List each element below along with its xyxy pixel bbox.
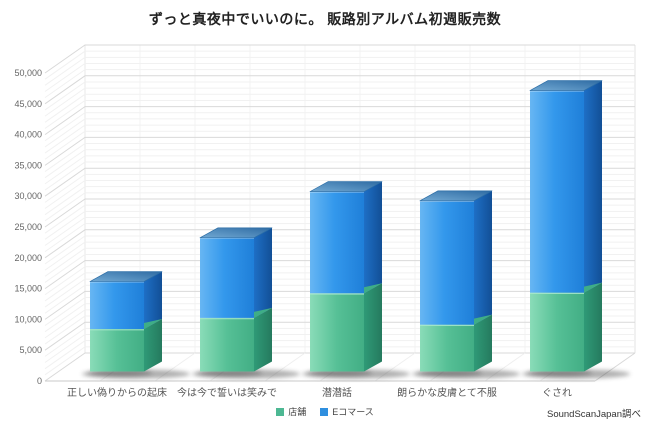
bar-segment-ecommerce-side (584, 80, 602, 293)
bar-segment-store (200, 317, 254, 372)
bar-segment-store (90, 328, 144, 372)
source-note: SoundScanJapan調べ (546, 409, 641, 420)
legend-swatch-store-icon (276, 407, 285, 416)
bar-segment-store-side (584, 282, 602, 372)
y-axis-labels: 0 5,000 10,000 15,000 20,000 25,000 30,000 35,0… (14, 68, 42, 386)
x-tick-label: 正しい偽りからの起床 (67, 386, 167, 399)
bar-segment-ecommerce-side (364, 181, 382, 294)
bar-boundary-sliver (254, 307, 272, 318)
bar-0 (82, 271, 190, 379)
bar-4 (522, 80, 630, 379)
y-tick-label: 10,000 (14, 314, 42, 324)
bar-boundary-sliver (144, 318, 162, 329)
bar-segment-ecommerce (530, 90, 584, 293)
bar-segment-ecommerce (90, 281, 144, 329)
bar-top-face (529, 80, 603, 91)
bar-segment-ecommerce-side (254, 227, 272, 318)
bar-segment-store (420, 324, 474, 372)
bar-segment-store-side (144, 318, 162, 372)
bar-top-face (199, 227, 273, 239)
y-tick-label: 40,000 (14, 130, 42, 140)
chart-title: ずっと真夜中でいいのに。 販路別アルバム初週販売数 (148, 11, 502, 27)
y-tick-label: 0 (37, 376, 42, 386)
bar-2 (302, 181, 410, 379)
bar-segment-ecommerce (200, 237, 254, 318)
legend-label-ecommerce: Eコマース (332, 407, 374, 417)
bar-3 (412, 190, 520, 379)
y-tick-label: 5,000 (19, 345, 42, 355)
y-tick-label: 15,000 (14, 284, 42, 294)
bar-1 (192, 227, 300, 379)
bar-segment-store (310, 293, 364, 372)
bar-boundary-sliver (474, 314, 492, 325)
x-tick-label: 潜潜話 (322, 386, 352, 399)
x-tick-label: 今は今で誓いは笑みで (177, 386, 277, 399)
bar-segment-store-side (474, 314, 492, 372)
x-axis-labels: 正しい偽りからの起床 今は今で誓いは笑みで 潜潜話 朗らかな皮膚とて不服 ぐされ (67, 386, 572, 399)
legend-item-store: 店舗 (276, 405, 306, 418)
bar-segment-store-side (364, 283, 382, 372)
bar-top-face (89, 271, 163, 282)
bar-segment-store (530, 292, 584, 372)
bar-top-face (419, 190, 493, 202)
bar-segment-ecommerce-side (474, 190, 492, 325)
y-tick-label: 45,000 (14, 99, 42, 109)
legend: 店舗 Eコマース (0, 405, 650, 418)
y-tick-label: 25,000 (14, 222, 42, 232)
legend-item-ecommerce: Eコマース (320, 405, 374, 418)
bar-segment-ecommerce (420, 200, 474, 325)
y-tick-label: 35,000 (14, 160, 42, 170)
y-tick-label: 50,000 (14, 68, 42, 78)
y-tick-label: 30,000 (14, 191, 42, 201)
x-tick-label: 朗らかな皮膚とて不服 (397, 386, 497, 399)
bar-segment-ecommerce (310, 191, 364, 294)
bar-top-face (309, 181, 383, 192)
legend-swatch-ecommerce-icon (320, 407, 329, 416)
x-tick-label: ぐされ (542, 387, 572, 399)
bar-segment-ecommerce-side (144, 271, 162, 329)
legend-label-store: 店舗 (288, 407, 307, 417)
bars (82, 80, 630, 379)
y-tick-label: 20,000 (14, 253, 42, 263)
bar-segment-store-side (254, 307, 272, 372)
bar-boundary-sliver (364, 283, 382, 294)
bar-boundary-sliver (584, 282, 602, 293)
